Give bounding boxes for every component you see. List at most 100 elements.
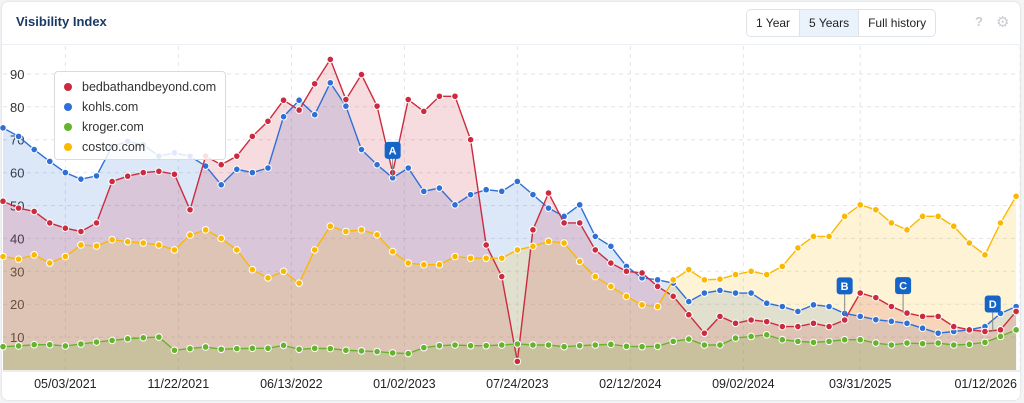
- range-full-history-button[interactable]: Full history: [868, 16, 927, 30]
- legend-dot-icon: [64, 143, 72, 151]
- annotation-label: D: [989, 299, 997, 311]
- data-point: [310, 79, 319, 88]
- data-point: [529, 341, 537, 349]
- legend-item-costco[interactable]: costco.com: [64, 140, 145, 154]
- data-point: [622, 267, 631, 276]
- gear-icon[interactable]: ⚙: [996, 14, 1010, 31]
- legend-item-kohls[interactable]: kohls.com: [64, 100, 138, 114]
- data-point: [0, 197, 7, 206]
- data-point: [139, 333, 148, 342]
- data-point: [248, 168, 257, 177]
- data-point: [404, 164, 413, 172]
- data-point: [747, 267, 755, 276]
- area-costco.com: [3, 196, 1017, 370]
- data-point: [388, 349, 397, 357]
- data-point: [404, 95, 413, 104]
- question-icon[interactable]: ?: [975, 14, 983, 29]
- data-point: [61, 252, 70, 261]
- data-point: [92, 242, 101, 250]
- data-point: [155, 167, 163, 176]
- data-point: [77, 175, 85, 183]
- data-point: [264, 344, 272, 353]
- data-point: [809, 232, 818, 241]
- data-point: [607, 340, 615, 349]
- data-point: [186, 205, 194, 214]
- data-point: [622, 292, 631, 301]
- data-point: [14, 204, 23, 212]
- data-point: [591, 232, 600, 241]
- data-point: [560, 219, 568, 227]
- data-point: [201, 343, 210, 351]
- data-point: [466, 135, 475, 144]
- data-point: [669, 337, 678, 346]
- data-point: [529, 226, 537, 234]
- annotation-marker-A: A: [384, 141, 401, 159]
- data-point: [653, 302, 662, 311]
- data-point: [357, 347, 366, 355]
- data-point: [840, 212, 849, 221]
- data-point: [949, 222, 958, 231]
- data-point: [981, 338, 989, 347]
- data-point: [342, 95, 350, 104]
- data-point: [482, 241, 490, 249]
- data-point: [357, 70, 366, 79]
- legend-item-kroger[interactable]: kroger.com: [64, 120, 144, 134]
- data-point: [139, 168, 148, 177]
- data-point: [778, 322, 787, 331]
- data-point: [264, 164, 272, 172]
- data-point: [918, 312, 927, 321]
- data-point: [497, 254, 506, 262]
- data-point: [14, 255, 23, 263]
- data-point: [840, 316, 849, 324]
- data-point: [451, 252, 459, 261]
- annotation-label: A: [389, 145, 397, 157]
- x-tick-label: 02/12/2024: [599, 377, 662, 391]
- range-5-years-button[interactable]: 5 Years: [800, 10, 860, 36]
- data-point: [61, 168, 70, 177]
- data-point: [934, 339, 942, 347]
- data-point: [466, 254, 475, 262]
- data-point: [856, 201, 865, 209]
- data-point: [934, 329, 942, 337]
- data-point: [903, 226, 911, 234]
- data-point: [716, 286, 724, 295]
- data-point: [809, 338, 818, 347]
- legend-dot-icon: [64, 103, 72, 111]
- range-1-year-button[interactable]: 1 Year: [747, 10, 801, 36]
- data-point: [342, 102, 350, 110]
- data-point: [825, 232, 833, 241]
- data-point: [731, 334, 740, 342]
- data-point: [326, 78, 335, 87]
- data-point: [497, 187, 506, 196]
- data-point: [310, 246, 319, 254]
- data-point: [653, 276, 662, 284]
- data-point: [108, 177, 116, 186]
- legend-label: kroger.com: [82, 120, 144, 134]
- data-point: [981, 327, 989, 336]
- annotation-badge: [384, 141, 401, 159]
- y-tick-label: 20: [10, 297, 24, 312]
- legend-item-bedbathandbeyond[interactable]: bedbathandbeyond.com: [64, 80, 216, 94]
- data-point: [762, 330, 771, 339]
- data-point: [700, 289, 709, 297]
- data-point: [544, 237, 553, 246]
- data-point: [30, 145, 38, 154]
- x-tick-label: 09/02/2024: [712, 377, 775, 391]
- data-point: [482, 341, 490, 350]
- time-range-selector: 1 Year 5 Years Full history: [746, 9, 937, 37]
- x-tick-label: 03/31/2025: [829, 377, 892, 391]
- data-point: [903, 339, 911, 347]
- annotation-label: B: [841, 281, 849, 293]
- data-point: [217, 234, 226, 243]
- chart-title: Visibility Index: [16, 14, 107, 29]
- data-point: [497, 341, 506, 349]
- data-point: [61, 224, 70, 233]
- data-point: [965, 239, 974, 247]
- y-tick-label: 90: [10, 67, 24, 82]
- data-point: [716, 275, 724, 283]
- data-point: [949, 341, 958, 349]
- data-point: [451, 92, 459, 101]
- data-point: [373, 230, 381, 239]
- data-point: [123, 334, 132, 343]
- data-point: [295, 345, 303, 354]
